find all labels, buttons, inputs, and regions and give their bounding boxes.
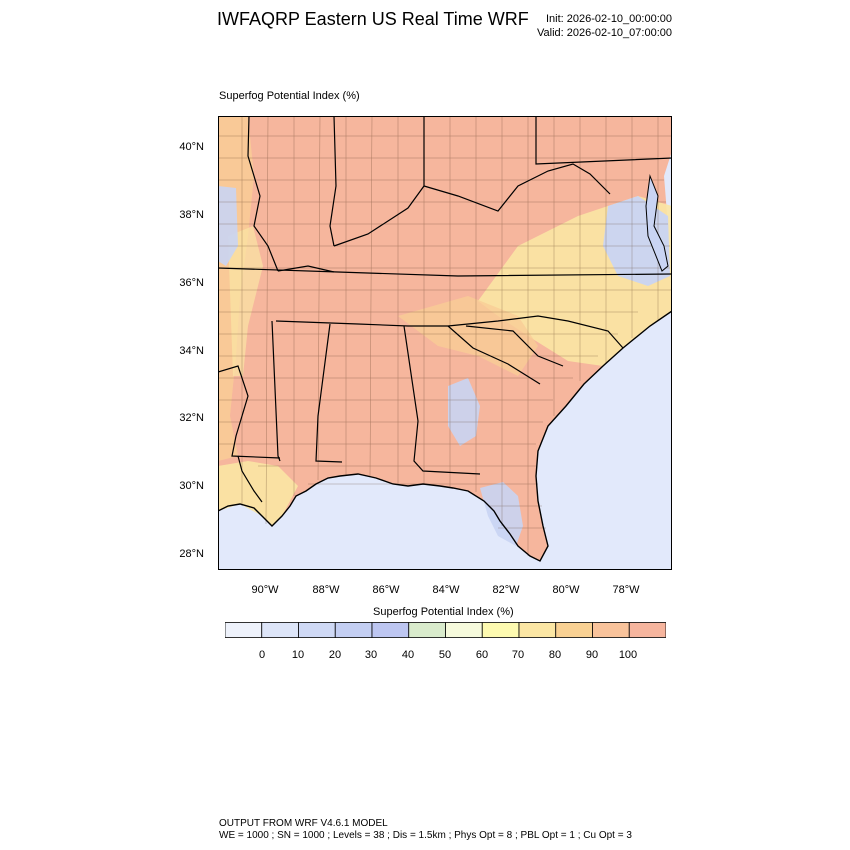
lon-label-82: 82°W — [492, 584, 520, 596]
colorbar-label-60: 60 — [475, 649, 489, 661]
lat-label-34: 34°N — [179, 345, 204, 357]
state-boundaries — [218, 116, 672, 503]
field-label: Superfog Potential Index (%) — [219, 90, 360, 102]
colorbar-label-10: 10 — [291, 649, 305, 661]
colorbar-box — [628, 622, 666, 638]
lat-label-40: 40°N — [179, 141, 204, 153]
lat-label-38: 38°N — [179, 209, 204, 221]
colorbar-label-30: 30 — [364, 649, 378, 661]
colorbar-box — [445, 622, 483, 638]
colorbar-label-80: 80 — [548, 649, 562, 661]
colorbar-box — [555, 622, 593, 638]
colorbar-title: Superfog Potential Index (%) — [373, 606, 514, 618]
lat-label-36: 36°N — [179, 277, 204, 289]
colorbar-label-50: 50 — [438, 649, 452, 661]
colorbar-box — [518, 622, 557, 638]
mid-zone-gulf-coast — [218, 461, 298, 526]
colorbar-box — [298, 622, 336, 638]
coastline — [218, 310, 672, 562]
colorbar-label-20: 20 — [328, 649, 342, 661]
chart-title: IWFAQRP Eastern US Real Time WRF — [217, 9, 529, 29]
init-time: Init: 2026-02-10_00:00:00 — [546, 13, 672, 25]
lon-label-88: 88°W — [312, 584, 340, 596]
colorbar-label-0: 0 — [258, 649, 266, 661]
colorbar-box — [371, 622, 410, 638]
low-zone-georgia — [448, 378, 480, 446]
lon-label-80: 80°W — [552, 584, 580, 596]
colorbar — [225, 622, 666, 638]
lat-label-32: 32°N — [179, 412, 204, 424]
lat-label-28: 28°N — [179, 548, 204, 560]
lon-label-84: 84°W — [432, 584, 460, 596]
colorbar-label-70: 70 — [511, 649, 525, 661]
colorbar-box — [261, 622, 299, 638]
lat-label-30: 30°N — [179, 480, 204, 492]
lon-label-86: 86°W — [372, 584, 400, 596]
lon-label-90: 90°W — [251, 584, 279, 596]
mid-zone-mississippi — [228, 226, 263, 376]
footer-config-line: WE = 1000 ; SN = 1000 ; Levels = 38 ; Di… — [219, 830, 632, 841]
colorbar-box — [592, 622, 630, 638]
low-zone-florida — [480, 482, 523, 546]
colorbar-box — [225, 622, 263, 638]
chesapeake-bay — [645, 174, 669, 272]
map-panel — [218, 116, 672, 570]
colorbar-label-40: 40 — [401, 649, 415, 661]
footer-model-line: OUTPUT FROM WRF V4.6.1 MODEL — [219, 818, 388, 829]
colorbar-label-100: 100 — [618, 649, 638, 661]
colorbar-box — [481, 622, 520, 638]
colorbar-box — [408, 622, 446, 638]
valid-time: Valid: 2026-02-10_07:00:00 — [537, 27, 672, 39]
colorbar-box — [334, 622, 373, 638]
colorbar-label-90: 90 — [585, 649, 599, 661]
lon-label-78: 78°W — [612, 584, 640, 596]
